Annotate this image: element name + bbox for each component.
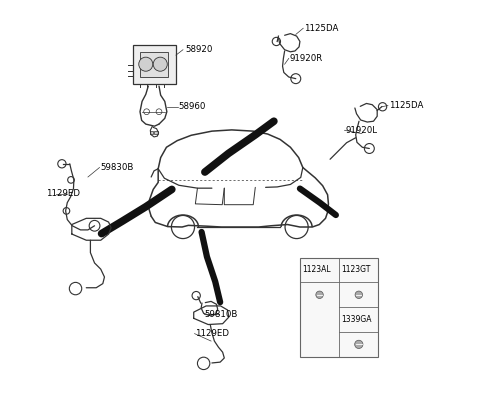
Circle shape xyxy=(153,57,167,71)
Text: 59830B: 59830B xyxy=(100,163,134,172)
Text: 1123GT: 1123GT xyxy=(341,265,371,275)
Circle shape xyxy=(139,57,153,71)
Text: 91920R: 91920R xyxy=(289,54,323,63)
Text: 91920L: 91920L xyxy=(346,126,377,135)
Text: 58920: 58920 xyxy=(185,45,213,54)
Text: 1123AL: 1123AL xyxy=(302,265,331,275)
Text: 1125DA: 1125DA xyxy=(389,101,423,110)
Bar xyxy=(155,131,158,134)
Bar xyxy=(140,52,168,77)
Circle shape xyxy=(355,340,363,349)
Text: 58960: 58960 xyxy=(179,102,206,111)
Bar xyxy=(300,258,378,357)
Circle shape xyxy=(316,291,323,299)
Text: 1339GA: 1339GA xyxy=(341,315,372,324)
Text: 1129ED: 1129ED xyxy=(46,189,80,198)
Circle shape xyxy=(355,291,362,299)
Text: 1125DA: 1125DA xyxy=(304,24,338,33)
Bar xyxy=(150,131,153,134)
Bar xyxy=(132,45,176,84)
Text: 1129ED: 1129ED xyxy=(194,329,228,338)
Text: 59810B: 59810B xyxy=(205,310,238,319)
